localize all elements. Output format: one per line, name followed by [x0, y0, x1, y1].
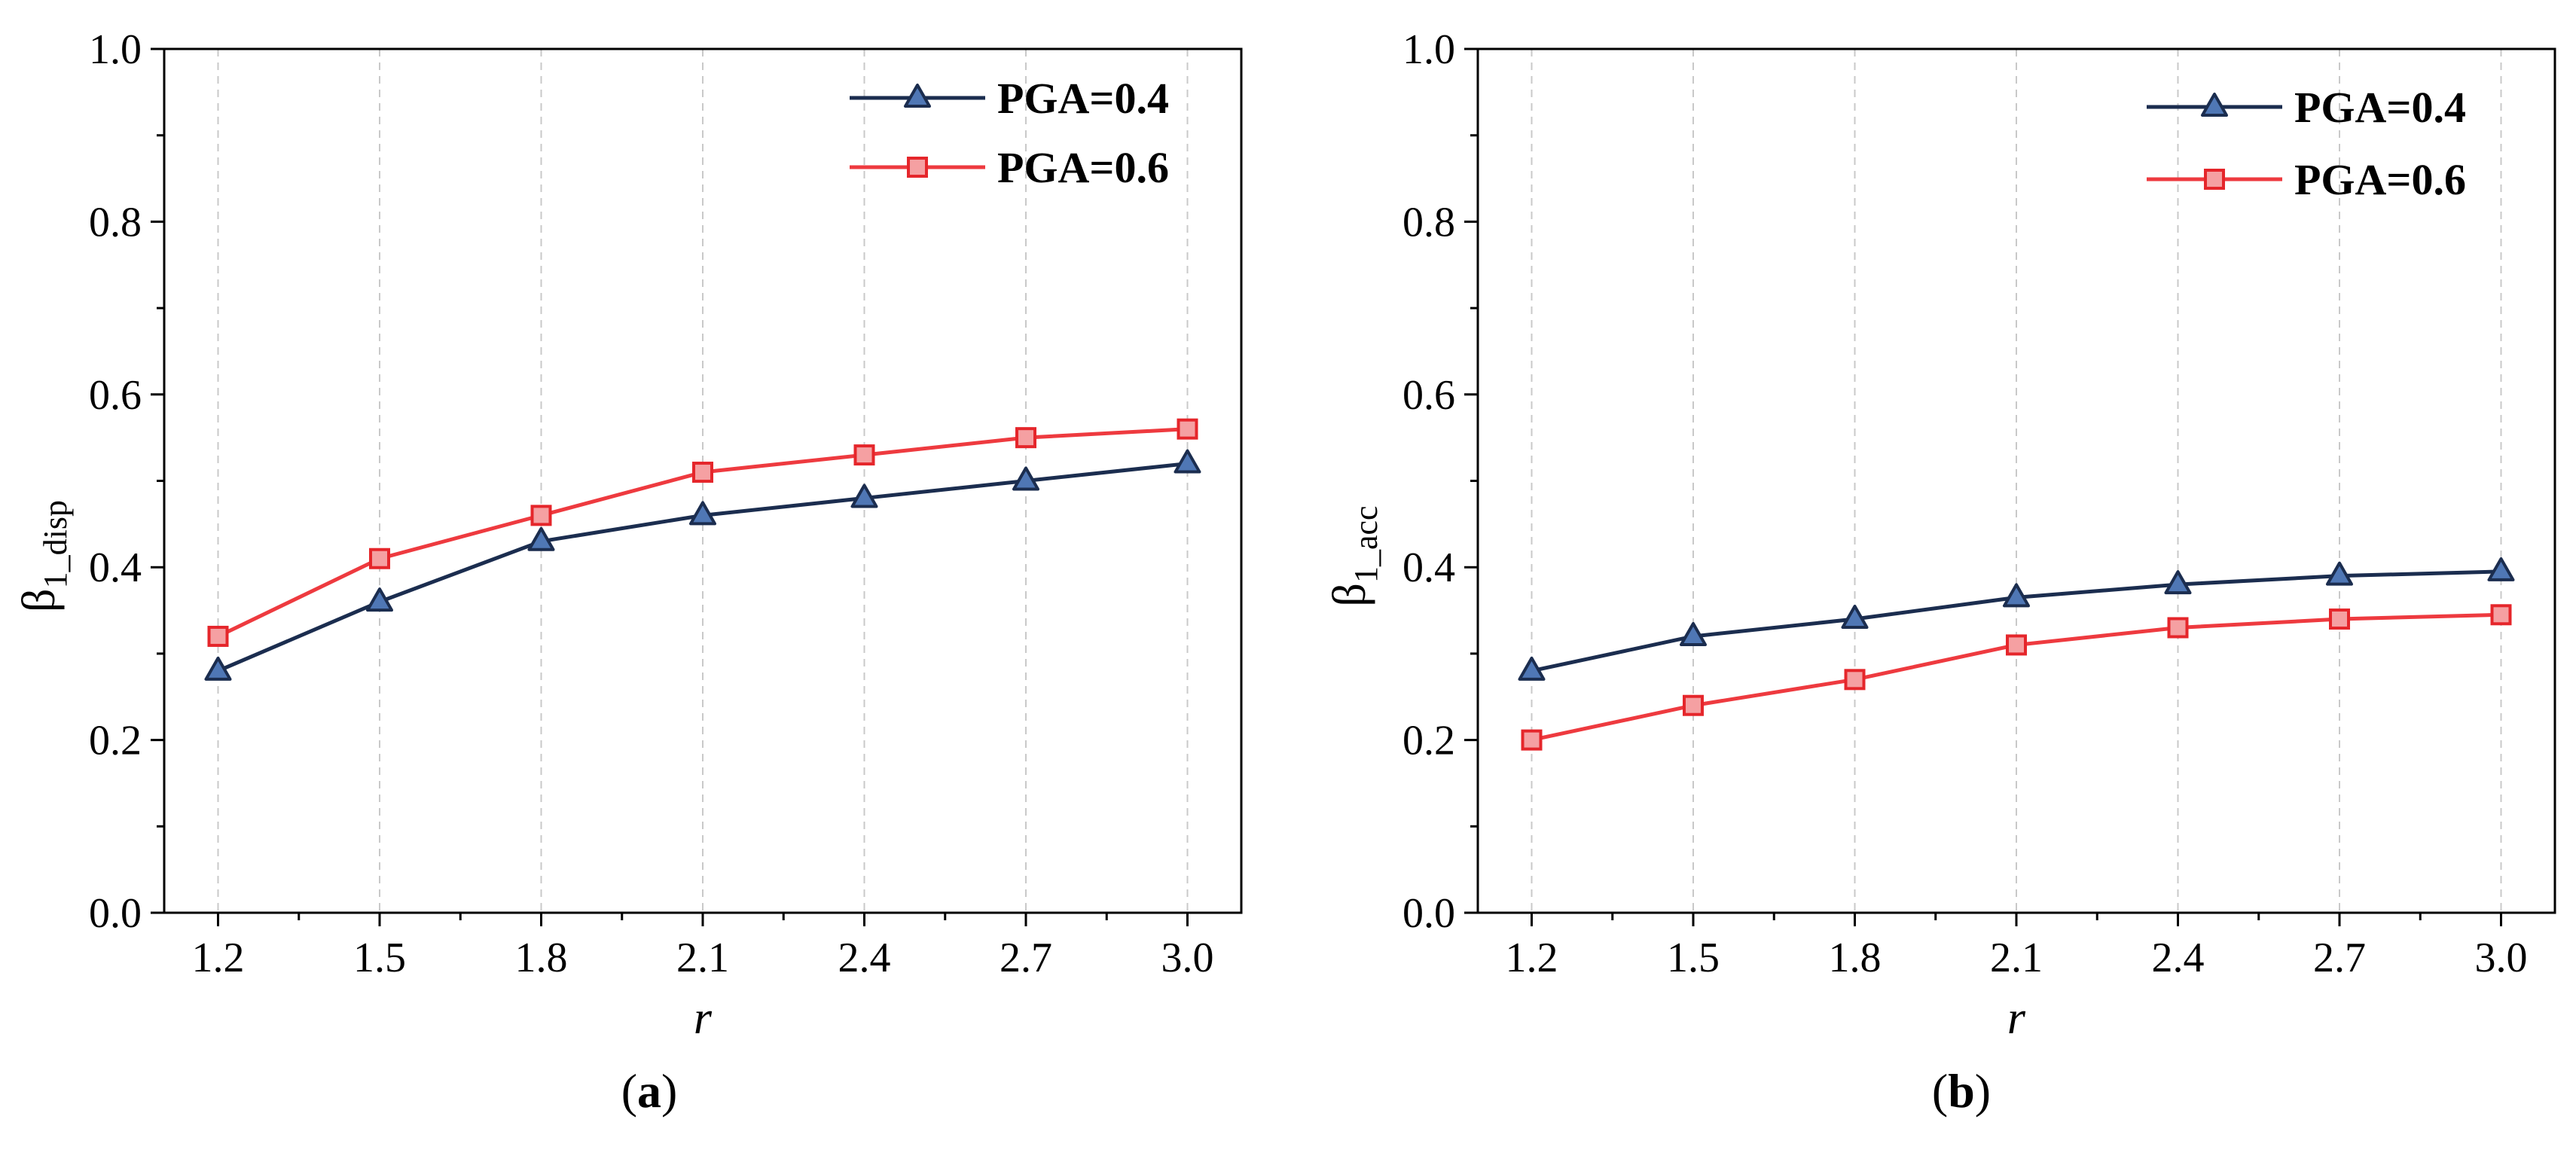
- y-tick-label: 1.0: [1402, 26, 1455, 73]
- data-point-square: [2490, 604, 2512, 626]
- x-tick-label: 2.1: [676, 935, 729, 981]
- y-tick-label: 1.0: [89, 26, 142, 73]
- x-tick-label: 1.8: [1829, 935, 1882, 981]
- y-axis: 0.0 0.2 0.4 0.6 0.8 1.0: [1402, 26, 1478, 937]
- y-tick-label: 0.8: [1402, 199, 1455, 246]
- data-point-triangle: [850, 483, 878, 508]
- y-tick-label: 0.8: [89, 199, 142, 246]
- x-axis: 1.2 1.5 1.8 2.1 2.4 2.7 3.0: [1506, 913, 2528, 981]
- grid-lines: [217, 49, 1189, 913]
- y-tick-label: 0.6: [89, 372, 142, 419]
- x-tick-label: 2.4: [2152, 935, 2205, 981]
- legend-label: PGA=0.4: [2294, 83, 2466, 132]
- x-tick-label: 3.0: [1161, 935, 1214, 981]
- data-point-triangle: [366, 587, 393, 612]
- panel-label-letter: b: [1948, 1064, 1975, 1118]
- legend-label: PGA=0.6: [997, 143, 1169, 192]
- x-tick-label: 1.5: [353, 935, 406, 981]
- x-tick-label: 2.7: [1000, 935, 1052, 981]
- panel-b: 1.2 1.5 1.8 2.1 2.4 2.7 3.0 0.0 0.2 0.4 0.6 0.8 1.0 r…: [1324, 26, 2556, 1118]
- panel-label-close: ): [661, 1064, 677, 1118]
- data-point-square: [530, 505, 552, 526]
- data-point-square: [1683, 694, 1704, 716]
- data-point-square: [692, 462, 713, 483]
- legend-marker-triangle: [904, 84, 931, 108]
- legend: PGA=0.4 PGA=0.6: [2147, 83, 2466, 204]
- x-axis-label: r: [694, 993, 713, 1044]
- legend-label: PGA=0.6: [2294, 155, 2466, 204]
- y-axis-label: β1_acc: [1324, 505, 1384, 606]
- y-tick-label: 0.2: [1402, 718, 1455, 764]
- data-point-square: [1844, 669, 1866, 691]
- data-point-triangle: [1012, 466, 1039, 491]
- y-tick-label: 0.4: [89, 544, 142, 591]
- y-axis: 0.0 0.2 0.4 0.6 0.8 1.0: [89, 26, 164, 937]
- panel-label: (a): [621, 1064, 678, 1118]
- data-point-square: [207, 625, 229, 647]
- y-axis-label-main: β: [1324, 583, 1375, 607]
- grid-lines: [1531, 49, 2502, 913]
- legend: PGA=0.4 PGA=0.6: [850, 74, 1169, 192]
- data-point-triangle: [204, 656, 232, 681]
- x-tick-label: 1.2: [1506, 935, 1558, 981]
- data-point-square: [1521, 729, 1543, 751]
- x-axis-label: r: [2007, 993, 2026, 1044]
- x-tick-label: 2.7: [2313, 935, 2366, 981]
- y-axis-label: β1_disp: [14, 500, 74, 612]
- data-point-square: [853, 444, 875, 466]
- y-axis-label-sub: 1_acc: [1348, 505, 1384, 583]
- y-tick-label: 0.6: [1402, 372, 1455, 419]
- x-axis: 1.2 1.5 1.8 2.1 2.4 2.7 3.0: [192, 913, 1214, 981]
- data-point-square: [2167, 617, 2189, 639]
- data-point-triangle: [1680, 621, 1707, 646]
- data-point-triangle: [2164, 570, 2192, 595]
- data-point-triangle: [527, 526, 555, 551]
- series-pga-0-4: [204, 449, 1201, 681]
- series-pga-0-4: [1518, 557, 2515, 681]
- y-tick-label: 0.2: [89, 718, 142, 764]
- data-point-triangle: [2326, 561, 2353, 586]
- panel-label-open: (: [621, 1064, 637, 1118]
- x-tick-label: 1.5: [1667, 935, 1720, 981]
- data-point-square: [2006, 634, 2027, 656]
- y-tick-label: 0.0: [89, 890, 142, 937]
- x-tick-label: 2.1: [1990, 935, 2043, 981]
- y-axis-label-sub: 1_disp: [37, 500, 74, 588]
- data-point-square: [369, 547, 390, 569]
- legend-marker-square: [907, 157, 928, 178]
- series-pga-0-6: [207, 418, 1198, 647]
- series-pga-0-6: [1521, 604, 2512, 751]
- x-tick-label: 1.8: [515, 935, 568, 981]
- data-point-triangle: [1174, 449, 1201, 474]
- panel-label-letter: a: [637, 1064, 661, 1118]
- data-point-triangle: [2487, 557, 2515, 581]
- data-point-triangle: [2003, 583, 2030, 608]
- legend-marker-triangle: [2201, 93, 2228, 117]
- x-tick-label: 1.2: [192, 935, 245, 981]
- panel-label-open: (: [1932, 1064, 1948, 1118]
- y-axis-label-main: β: [14, 588, 65, 612]
- y-tick-label: 0.0: [1402, 890, 1455, 937]
- panel-label-close: ): [1975, 1064, 1991, 1118]
- y-tick-label: 0.4: [1402, 544, 1455, 591]
- panel-label: (b): [1932, 1064, 1991, 1118]
- x-tick-label: 3.0: [2475, 935, 2528, 981]
- data-point-square: [2329, 609, 2350, 630]
- data-point-triangle: [1841, 605, 1869, 630]
- x-tick-label: 2.4: [838, 935, 891, 981]
- data-point-triangle: [689, 501, 716, 526]
- data-point-square: [1177, 418, 1198, 440]
- data-point-triangle: [1518, 656, 1546, 681]
- panel-a: 1.2 1.5 1.8 2.1 2.4 2.7 3.0 0.0 0.2 0.4 0.6 0.8 1.0 r…: [14, 26, 1243, 1118]
- legend-marker-square: [2204, 169, 2225, 190]
- legend-label: PGA=0.4: [997, 74, 1169, 123]
- data-point-square: [1015, 427, 1036, 449]
